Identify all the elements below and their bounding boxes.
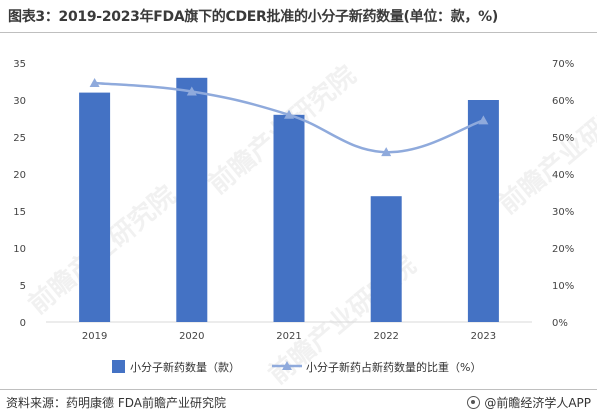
ratio-point-2021 [284,109,294,119]
y-left-tick-label: 20 [13,170,26,181]
x-tick-label: 2019 [82,331,107,342]
y-left-tick-label: 5 [20,281,26,292]
y-left-tick-label: 15 [13,207,26,218]
legend-line-label: 小分子新药占新药数量的比重（%） [306,360,481,374]
app-logo-icon [467,396,481,409]
bar-2023 [467,100,499,322]
footer-divider [0,389,597,390]
app-credit: @前瞻经济学人APP [467,394,591,411]
y-right-tick-label: 50% [552,133,574,144]
x-tick-label: 2021 [276,331,301,342]
y-right-tick-label: 20% [552,244,574,255]
bar-2021 [273,114,305,322]
ratio-point-2019 [89,77,100,87]
source-note: 资料来源：药明康德 FDA前瞻产业研究院 [6,396,226,410]
bar-2019 [79,92,111,322]
legend-bar-label: 小分子新药数量（款） [130,360,240,374]
bar-2022 [370,196,402,322]
x-tick-label: 2022 [373,331,398,342]
chart-title: 图表3：2019-2023年FDA旗下的CDER批准的小分子新药数量(单位：款，… [8,9,498,25]
y-right-tick-label: 30% [552,207,574,218]
y-left-tick-label: 0 [20,318,26,329]
y-right-tick-label: 10% [552,281,574,292]
x-tick-label: 2023 [471,331,496,342]
y-left-tick-label: 30 [13,96,26,107]
y-right-tick-label: 40% [552,170,574,181]
legend-line-marker [282,361,292,370]
y-left-tick-label: 35 [13,59,26,70]
y-left-tick-label: 10 [13,244,26,255]
ratio-point-2020 [186,86,197,96]
ratio-point-2023 [478,115,489,125]
y-left-tick-label: 25 [13,133,26,144]
y-right-tick-label: 60% [552,96,574,107]
title-divider [0,32,597,33]
legend-bar-swatch [112,360,125,373]
y-right-tick-label: 70% [552,59,574,70]
bar-2020 [176,77,208,322]
x-tick-label: 2020 [179,331,204,342]
app-credit-text: @前瞻经济学人APP [484,396,591,410]
ratio-point-2022 [381,147,392,157]
y-right-tick-label: 0% [552,318,568,329]
